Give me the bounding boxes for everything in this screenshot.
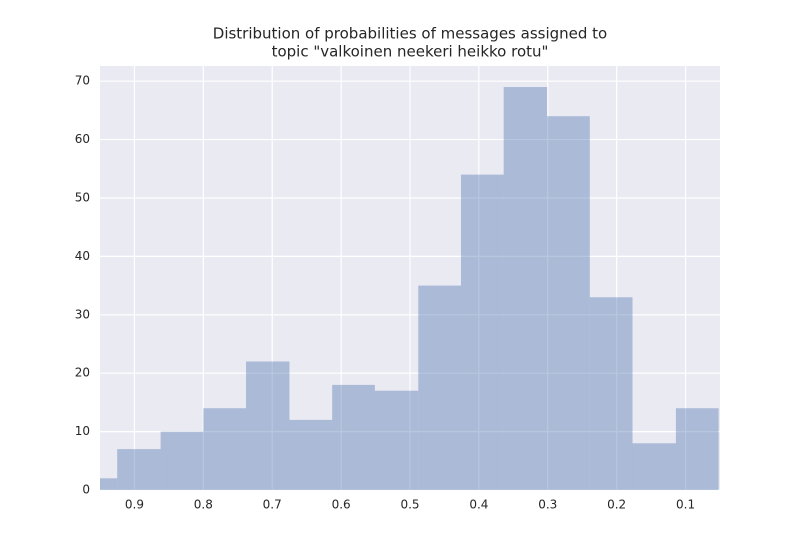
bar	[203, 408, 247, 490]
x-tick-label: 0.9	[125, 498, 144, 512]
bar	[100, 478, 118, 490]
bar	[374, 390, 419, 490]
x-tick-label: 0.8	[194, 498, 213, 512]
x-tick-label: 0.6	[332, 498, 351, 512]
y-tick-label: 30	[75, 307, 90, 321]
x-tick-label: 0.7	[263, 498, 282, 512]
x-tick-label: 0.3	[538, 498, 557, 512]
bar	[503, 87, 548, 491]
bar	[289, 419, 333, 490]
bar	[117, 449, 161, 490]
x-tick-label: 0.5	[400, 498, 419, 512]
bar	[246, 361, 290, 490]
y-tick-label: 40	[75, 249, 90, 263]
y-tick-label: 10	[75, 424, 90, 438]
bar	[418, 285, 461, 490]
bar	[589, 297, 633, 490]
y-tick-label: 20	[75, 366, 90, 380]
x-tick-label: 0.1	[676, 498, 695, 512]
bar	[675, 408, 719, 490]
chart-title: topic "valkoinen neekeri heikko rotu"	[272, 43, 549, 61]
bar	[547, 116, 590, 491]
bar	[332, 384, 375, 490]
bar	[632, 443, 676, 490]
y-tick-label: 60	[75, 132, 90, 146]
x-tick-label: 0.4	[469, 498, 488, 512]
y-tick-label: 70	[75, 74, 90, 88]
y-tick-label: 50	[75, 190, 90, 204]
y-tick-label: 0	[82, 483, 90, 497]
bar	[460, 174, 504, 490]
bar	[160, 431, 204, 490]
chart-title: Distribution of probabilities of message…	[213, 25, 607, 43]
x-tick-label: 0.2	[607, 498, 626, 512]
